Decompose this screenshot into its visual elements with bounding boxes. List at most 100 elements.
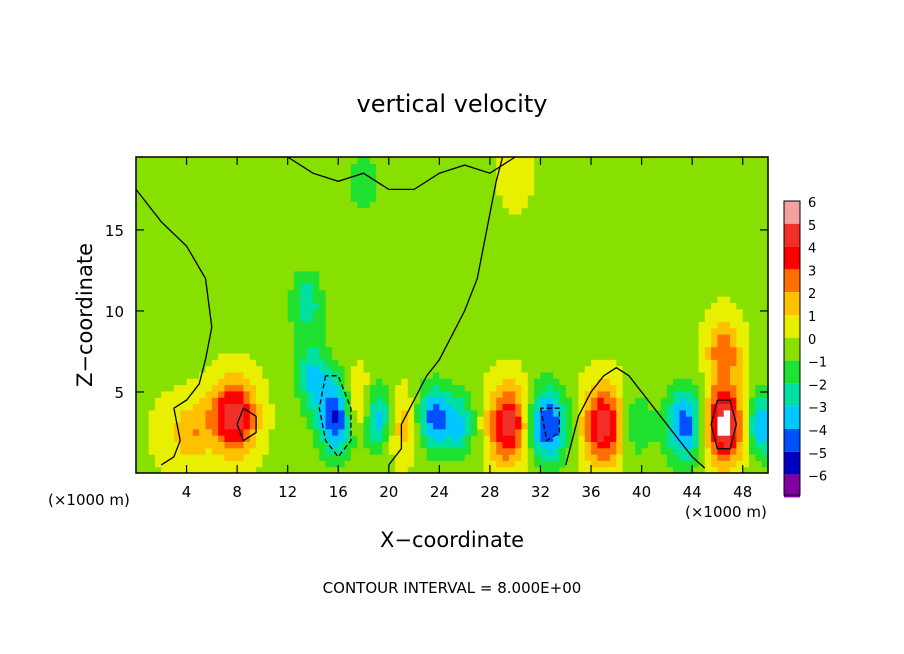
field-cell bbox=[395, 365, 403, 373]
field-cell bbox=[635, 327, 643, 335]
field-cell bbox=[268, 169, 276, 177]
field-cell bbox=[237, 220, 245, 228]
field-cell bbox=[565, 182, 573, 190]
field-cell bbox=[445, 384, 453, 392]
field-cell bbox=[477, 213, 485, 221]
field-cell bbox=[685, 220, 693, 228]
field-cell bbox=[414, 327, 421, 335]
field-cell bbox=[692, 409, 700, 417]
field-cell bbox=[666, 403, 674, 411]
field-cell bbox=[515, 270, 523, 278]
field-cell bbox=[142, 409, 150, 417]
field-cell bbox=[357, 207, 365, 215]
field-cell bbox=[205, 460, 213, 468]
field-cell bbox=[572, 384, 579, 392]
field-cell bbox=[717, 428, 725, 436]
field-cell bbox=[325, 315, 333, 322]
field-cell bbox=[350, 213, 358, 221]
field-cell bbox=[281, 378, 289, 386]
field-cell bbox=[376, 428, 384, 436]
field-cell bbox=[527, 371, 535, 379]
field-cell bbox=[502, 226, 510, 234]
field-cell bbox=[439, 194, 447, 202]
field-cell bbox=[433, 169, 440, 177]
field-cell bbox=[180, 327, 188, 335]
field-cell bbox=[319, 390, 327, 398]
field-cell bbox=[338, 340, 346, 348]
field-cell bbox=[553, 352, 561, 360]
field-cell bbox=[742, 289, 750, 297]
field-cell bbox=[578, 384, 586, 392]
field-cell bbox=[300, 447, 308, 455]
field-cell bbox=[515, 441, 523, 449]
field-cell bbox=[224, 378, 232, 386]
field-cell bbox=[224, 321, 232, 329]
field-cell bbox=[420, 390, 428, 398]
field-cell bbox=[268, 447, 276, 455]
field-cell bbox=[407, 371, 415, 379]
field-cell bbox=[496, 378, 504, 386]
field-cell bbox=[603, 435, 611, 442]
field-cell bbox=[306, 157, 314, 164]
field-cell bbox=[717, 258, 725, 266]
field-cell bbox=[616, 327, 624, 335]
field-cell bbox=[300, 270, 308, 278]
field-cell bbox=[230, 403, 238, 411]
field-cell bbox=[192, 188, 200, 196]
field-cell bbox=[553, 416, 561, 424]
field-cell bbox=[534, 346, 542, 354]
field-cell bbox=[584, 390, 592, 398]
field-cell bbox=[388, 270, 396, 278]
field-cell bbox=[445, 416, 453, 424]
field-cell bbox=[470, 441, 478, 449]
field-cell bbox=[199, 321, 207, 329]
field-cell bbox=[553, 283, 561, 291]
field-cell bbox=[698, 422, 706, 430]
field-cell bbox=[268, 416, 276, 424]
field-cell bbox=[331, 194, 339, 202]
field-cell bbox=[287, 308, 295, 316]
field-cell bbox=[388, 365, 396, 373]
field-cell bbox=[559, 201, 567, 209]
field-cell bbox=[565, 409, 573, 417]
field-cell bbox=[401, 188, 409, 196]
field-cell bbox=[237, 422, 245, 430]
field-cell bbox=[433, 157, 440, 164]
field-cell bbox=[489, 441, 497, 449]
field-cell bbox=[578, 390, 586, 398]
field-cell bbox=[312, 397, 320, 405]
field-cell bbox=[306, 302, 314, 310]
field-cell bbox=[742, 315, 750, 322]
field-cell bbox=[483, 390, 491, 398]
field-cell bbox=[281, 194, 289, 202]
field-cell bbox=[521, 245, 529, 253]
field-cell bbox=[692, 194, 700, 202]
field-cell bbox=[717, 239, 725, 247]
field-cell bbox=[755, 435, 763, 442]
field-cell bbox=[167, 441, 175, 449]
field-cell bbox=[692, 384, 700, 392]
field-cell bbox=[420, 333, 428, 341]
field-cell bbox=[338, 157, 346, 164]
field-cell bbox=[224, 163, 232, 171]
field-cell bbox=[515, 352, 523, 360]
field-cell bbox=[565, 157, 573, 164]
field-cell bbox=[262, 384, 270, 392]
field-cell bbox=[344, 201, 352, 209]
field-cell bbox=[401, 333, 409, 341]
field-cell bbox=[603, 251, 611, 259]
field-cell bbox=[616, 289, 624, 297]
field-cell bbox=[666, 213, 674, 221]
field-cell bbox=[173, 447, 181, 455]
field-cell bbox=[647, 277, 655, 284]
field-cell bbox=[414, 466, 421, 474]
field-cell bbox=[420, 188, 428, 196]
field-cell bbox=[249, 258, 257, 266]
field-cell bbox=[186, 321, 194, 329]
field-cell bbox=[154, 327, 162, 335]
field-cell bbox=[616, 308, 624, 316]
field-cell bbox=[224, 340, 232, 348]
field-cell bbox=[635, 201, 643, 209]
field-cell bbox=[603, 169, 611, 177]
field-cell bbox=[508, 346, 516, 354]
